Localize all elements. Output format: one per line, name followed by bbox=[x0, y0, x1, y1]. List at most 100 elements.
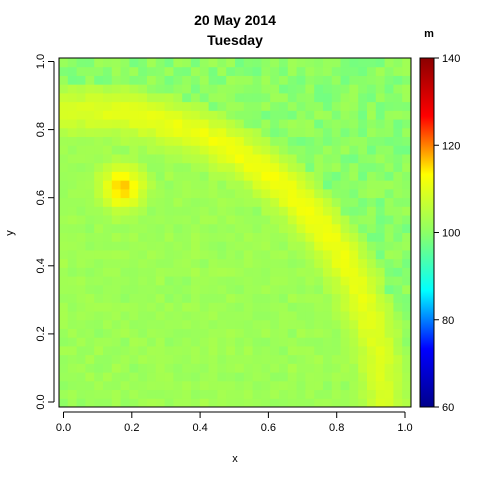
heatmap-cell bbox=[199, 276, 210, 286]
heatmap-cell bbox=[217, 232, 227, 242]
heatmap-cell bbox=[393, 293, 403, 303]
heatmap-cell bbox=[323, 380, 333, 391]
heatmap-cell bbox=[155, 119, 166, 129]
heatmap-cell bbox=[103, 311, 113, 321]
heatmap-cell bbox=[279, 398, 289, 408]
heatmap-cell bbox=[393, 215, 403, 225]
heatmap-cell bbox=[67, 398, 78, 408]
heatmap-cell bbox=[164, 337, 174, 347]
heatmap-cell bbox=[287, 363, 298, 373]
heatmap-cell bbox=[340, 363, 350, 373]
heatmap-cell bbox=[402, 258, 412, 268]
heatmap-cell bbox=[261, 223, 271, 233]
heatmap-cell bbox=[349, 258, 359, 268]
heatmap-cell bbox=[358, 127, 368, 138]
heatmap-cell bbox=[235, 223, 245, 233]
heatmap-cell bbox=[375, 223, 386, 233]
heatmap-cell bbox=[199, 284, 210, 295]
heatmap-cell bbox=[217, 119, 227, 129]
heatmap-cell bbox=[305, 223, 315, 233]
heatmap-cell bbox=[279, 75, 289, 85]
heatmap-cell bbox=[103, 276, 113, 286]
heatmap-cell bbox=[323, 171, 333, 181]
heatmap-cell bbox=[340, 372, 350, 382]
heatmap-cell bbox=[217, 302, 227, 312]
heatmap-cell bbox=[191, 302, 201, 312]
heatmap-cell bbox=[279, 389, 289, 399]
heatmap-cell bbox=[191, 328, 201, 338]
heatmap-cell bbox=[182, 84, 192, 94]
heatmap-cell bbox=[208, 206, 218, 216]
heatmap-cell bbox=[270, 398, 280, 408]
heatmap-cell bbox=[384, 188, 394, 199]
heatmap-cell bbox=[243, 66, 254, 76]
heatmap-cell bbox=[296, 58, 306, 68]
heatmap-cell bbox=[314, 215, 324, 225]
heatmap-cell bbox=[270, 276, 280, 286]
heatmap-cell bbox=[67, 389, 78, 399]
heatmap-cell bbox=[85, 223, 95, 233]
heatmap-cell bbox=[243, 171, 254, 181]
heatmap-cell bbox=[375, 267, 386, 277]
heatmap-cell bbox=[340, 153, 350, 164]
heatmap-cell bbox=[129, 389, 139, 399]
heatmap-cell bbox=[243, 92, 254, 103]
heatmap-cell bbox=[402, 389, 412, 399]
heatmap-cell bbox=[270, 363, 280, 373]
heatmap-cell bbox=[217, 92, 227, 103]
heatmap-cell bbox=[331, 363, 342, 373]
heatmap-cell bbox=[402, 110, 412, 120]
heatmap-cell bbox=[349, 319, 359, 329]
heatmap-cell bbox=[111, 206, 122, 216]
heatmap-cell bbox=[208, 58, 218, 68]
heatmap-cell bbox=[270, 92, 280, 103]
heatmap-cell bbox=[182, 136, 192, 146]
heatmap-cell bbox=[138, 328, 148, 338]
heatmap-cell bbox=[323, 66, 333, 76]
heatmap-cell bbox=[191, 119, 201, 129]
heatmap-cell bbox=[217, 215, 227, 225]
heatmap-cell bbox=[331, 180, 342, 190]
heatmap-cell bbox=[67, 84, 78, 94]
heatmap-cell bbox=[76, 328, 86, 338]
heatmap-cell bbox=[217, 354, 227, 364]
heatmap-cell bbox=[243, 284, 254, 295]
heatmap-cell bbox=[243, 345, 254, 356]
heatmap-cell bbox=[85, 354, 95, 364]
heatmap-cell bbox=[155, 188, 166, 199]
heatmap-cell bbox=[182, 119, 192, 129]
heatmap-cell bbox=[226, 258, 236, 268]
heatmap-cell bbox=[393, 267, 403, 277]
heatmap-cell bbox=[103, 267, 113, 277]
heatmap-cell bbox=[226, 119, 236, 129]
heatmap-cell bbox=[129, 363, 139, 373]
heatmap-cell bbox=[349, 153, 359, 164]
heatmap-cell bbox=[358, 354, 368, 364]
heatmap-cell bbox=[226, 389, 236, 399]
heatmap-cell bbox=[226, 232, 236, 242]
heatmap-cell bbox=[164, 363, 174, 373]
heatmap-cell bbox=[243, 162, 254, 172]
heatmap-cell bbox=[243, 302, 254, 312]
heatmap-cell bbox=[296, 293, 306, 303]
heatmap-cell bbox=[287, 354, 298, 364]
heatmap-cell bbox=[103, 92, 113, 103]
heatmap-cell bbox=[164, 92, 174, 103]
heatmap-cell bbox=[252, 337, 262, 347]
heatmap-cell bbox=[279, 276, 289, 286]
heatmap-cell bbox=[103, 249, 113, 260]
heatmap-cell bbox=[402, 92, 412, 103]
heatmap-cell bbox=[182, 206, 192, 216]
heatmap-cell bbox=[191, 171, 201, 181]
heatmap-cell bbox=[226, 284, 236, 295]
heatmap-cell bbox=[76, 372, 86, 382]
heatmap-cell bbox=[173, 101, 183, 111]
heatmap-cell bbox=[111, 345, 122, 356]
heatmap-cell bbox=[252, 284, 262, 295]
heatmap-cell bbox=[94, 206, 104, 216]
heatmap-cell bbox=[305, 389, 315, 399]
heatmap-cell bbox=[85, 284, 95, 295]
heatmap-cell bbox=[138, 92, 148, 103]
heatmap-cell bbox=[393, 302, 403, 312]
heatmap-cell bbox=[182, 363, 192, 373]
